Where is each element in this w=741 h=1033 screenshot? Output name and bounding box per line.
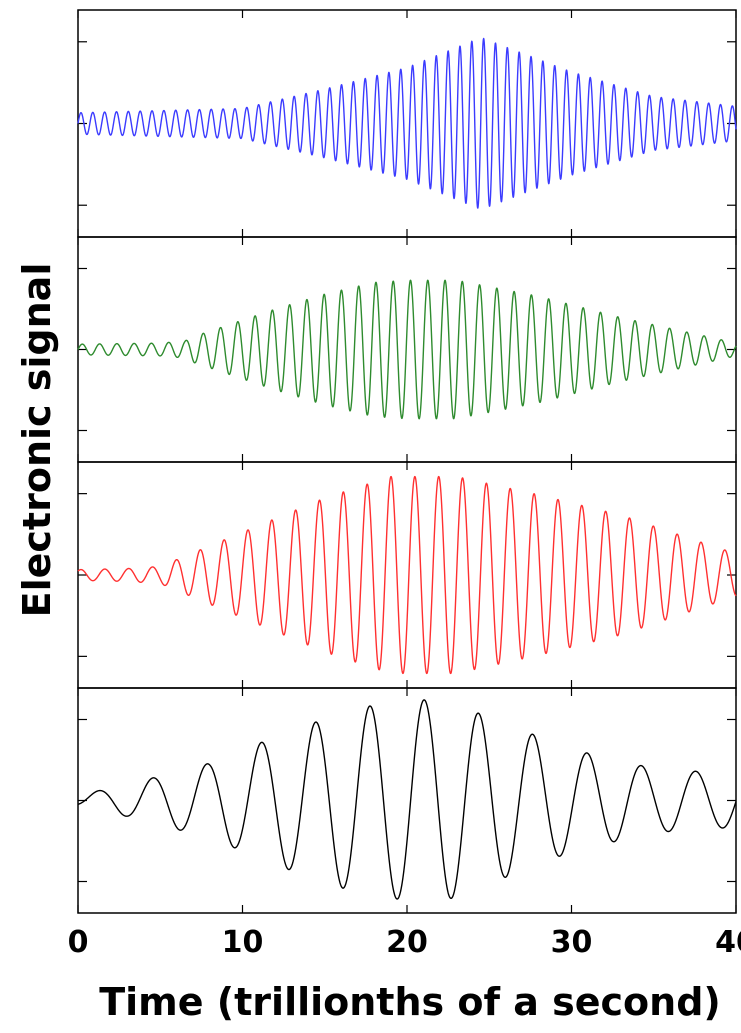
x-tick-label: 30 (551, 925, 593, 960)
x-tick-label: 40 (715, 925, 741, 960)
x-tick-label: 0 (68, 925, 89, 960)
panel-frame (77, 236, 737, 463)
signal-trace-2 (77, 279, 737, 420)
x-tick-labels: 0 10 20 30 40 (68, 925, 741, 960)
x-tick-label: 10 (222, 925, 264, 960)
signal-trace-1 (77, 37, 737, 209)
panel-frame (77, 687, 737, 914)
panel-frame (77, 9, 737, 238)
x-axis-title: Time (trillionths of a second) (99, 980, 721, 1024)
panels-group (77, 9, 737, 914)
x-tick-label: 20 (386, 925, 428, 960)
signal-trace-4 (77, 699, 737, 900)
panel-frame (77, 461, 737, 689)
y-axis-title: Electronic signal (15, 263, 59, 618)
signal-trace-3 (77, 475, 737, 675)
